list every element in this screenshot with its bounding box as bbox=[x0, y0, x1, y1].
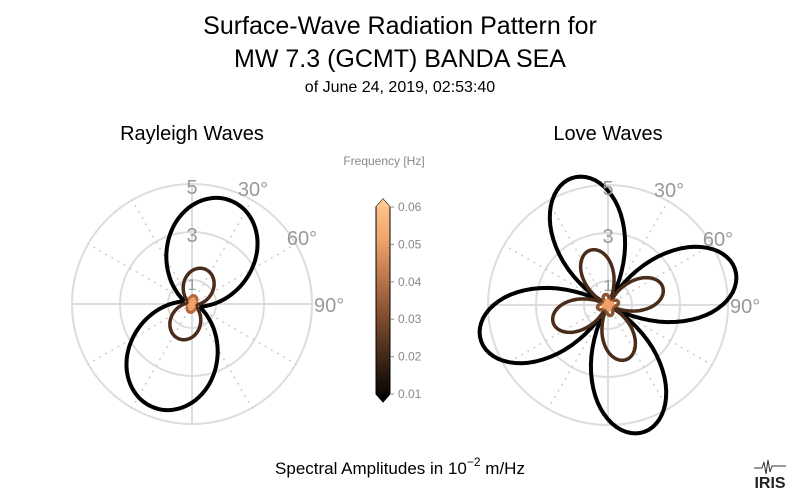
grid-spoke bbox=[547, 304, 609, 410]
radial-tick-label: 5 bbox=[186, 177, 197, 199]
grid-spoke bbox=[607, 304, 669, 410]
grid-spoke bbox=[191, 199, 253, 305]
x-axis-label: Spectral Amplitudes in 10−2 m/Hz bbox=[275, 455, 525, 478]
angle-tick-label: 60° bbox=[703, 229, 733, 251]
colorbar-tick-label: 0.03 bbox=[398, 312, 422, 326]
grid-spoke bbox=[191, 303, 253, 409]
colorbar-tick-label: 0.02 bbox=[398, 350, 422, 364]
colorbar-extend-max bbox=[376, 199, 390, 207]
radial-tick-label: 3 bbox=[186, 225, 197, 247]
title-line-2: MW 7.3 (GCMT) BANDA SEA bbox=[234, 45, 566, 73]
radial-tick-label: 3 bbox=[602, 226, 613, 248]
grid-spoke bbox=[503, 304, 609, 366]
panel-title-rayleigh: Rayleigh Waves bbox=[120, 123, 264, 145]
colorbar-label: Frequency [Hz] bbox=[343, 154, 424, 168]
colorbar-tick-label: 0.04 bbox=[398, 275, 422, 289]
grid-spoke bbox=[503, 244, 609, 306]
grid-spoke bbox=[191, 243, 297, 305]
angle-tick-label: 90° bbox=[730, 296, 760, 318]
grid-spoke bbox=[191, 303, 297, 365]
love-polar-plot: 1 3 5 30° 60° 90° bbox=[477, 174, 760, 436]
x-axis-label-exponent: −2 bbox=[467, 455, 481, 469]
frequency-colorbar: 0.01 0.02 0.03 0.04 0.05 0.06 bbox=[375, 198, 422, 403]
grid-spoke bbox=[547, 200, 609, 306]
colorbar-extend-min bbox=[376, 394, 390, 402]
svg-text:IRIS: IRIS bbox=[754, 475, 785, 492]
pattern-curve-0.02 bbox=[550, 247, 666, 363]
grid-spoke bbox=[607, 200, 669, 306]
rayleigh-polar-plot: 1 3 5 30° 60° 90° bbox=[71, 177, 344, 425]
subtitle: of June 24, 2019, 02:53:40 bbox=[305, 79, 495, 96]
iris-logo: IRIS bbox=[754, 459, 786, 492]
radial-tick-label: 1 bbox=[188, 277, 197, 294]
x-axis-label-unit: m/Hz bbox=[481, 459, 525, 478]
grid-spoke bbox=[607, 244, 713, 306]
radial-tick-label: 5 bbox=[602, 178, 613, 200]
x-axis-label-text: Spectral Amplitudes in 10 bbox=[275, 459, 467, 478]
colorbar-tick-label: 0.01 bbox=[398, 387, 422, 401]
angle-tick-label: 30° bbox=[238, 179, 268, 201]
grid-spoke bbox=[131, 199, 193, 305]
colorbar-tick-label: 0.05 bbox=[398, 237, 422, 251]
angle-tick-label: 60° bbox=[287, 228, 317, 250]
grid-spoke bbox=[87, 243, 193, 305]
grid-spoke bbox=[131, 303, 193, 409]
radial-tick-label: 1 bbox=[604, 278, 613, 295]
angle-tick-label: 90° bbox=[314, 295, 344, 317]
grid-spoke bbox=[607, 304, 713, 366]
pattern-curve-0.05 bbox=[601, 298, 615, 312]
grid-spoke bbox=[87, 303, 193, 365]
colorbar-bar bbox=[375, 198, 391, 403]
pattern-curve-0.01 bbox=[124, 195, 260, 413]
pattern-curve-0.05 bbox=[187, 298, 197, 310]
panel-title-love: Love Waves bbox=[553, 123, 662, 145]
angle-tick-label: 30° bbox=[654, 180, 684, 202]
colorbar-tick-label: 0.06 bbox=[398, 200, 422, 214]
title-line-1: Surface-Wave Radiation Pattern for bbox=[203, 12, 597, 40]
